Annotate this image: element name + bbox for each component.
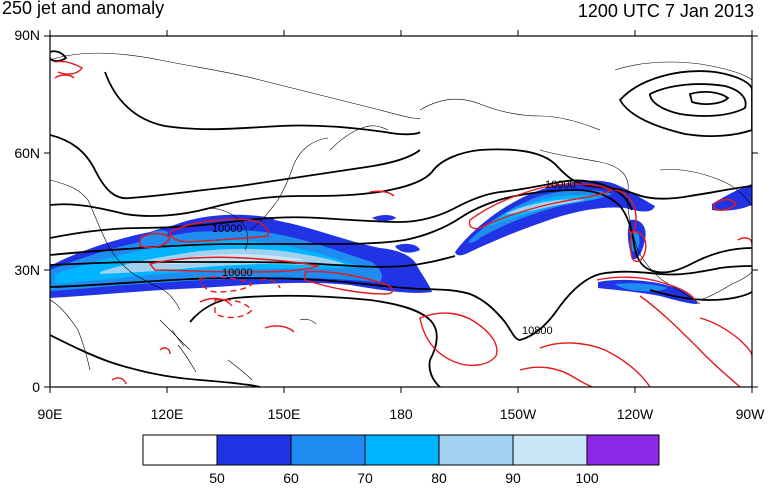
colorbar-label: 70 <box>357 470 373 486</box>
contour-label: 10800 <box>522 325 553 337</box>
colorbar-label: 80 <box>431 470 447 486</box>
anomaly-contours <box>54 60 752 387</box>
colorbar-box <box>438 434 514 466</box>
lon-label: 120E <box>150 406 184 422</box>
colorbar-box <box>216 434 292 466</box>
contour-label: 10000 <box>545 179 576 191</box>
colorbar-label: 90 <box>505 470 521 486</box>
colorbar-box <box>586 434 660 466</box>
lat-label: 90N <box>14 27 40 43</box>
colorbar-box <box>512 434 588 466</box>
colorbar-box <box>364 434 440 466</box>
colorbar <box>142 434 660 466</box>
lon-label: 150W <box>499 406 537 422</box>
lat-label: 60N <box>14 145 40 161</box>
lon-label: 180 <box>389 406 413 422</box>
contour-labels: 10000 10000 10000 10800 <box>212 179 576 337</box>
valid-time: 1200 UTC 7 Jan 2013 <box>577 1 754 21</box>
lon-label: 150E <box>267 406 301 422</box>
colorbar-label: 100 <box>575 470 599 486</box>
map-frame <box>44 30 758 393</box>
colorbar-label: 50 <box>209 470 225 486</box>
lon-label: 90E <box>37 406 63 422</box>
lat-label: 0 <box>32 379 40 395</box>
height-contours <box>50 50 752 387</box>
colorbar-label: 60 <box>283 470 299 486</box>
lat-label: 30N <box>14 262 40 278</box>
jet-shading <box>50 180 752 304</box>
contour-label: 10000 <box>222 267 253 279</box>
contour-label: 10000 <box>212 223 243 235</box>
map-title: 250 jet and anomaly <box>2 0 165 18</box>
lon-label: 120W <box>616 406 654 422</box>
colorbar-box <box>142 434 218 466</box>
lon-label: 90W <box>735 406 765 422</box>
colorbar-box <box>290 434 366 466</box>
